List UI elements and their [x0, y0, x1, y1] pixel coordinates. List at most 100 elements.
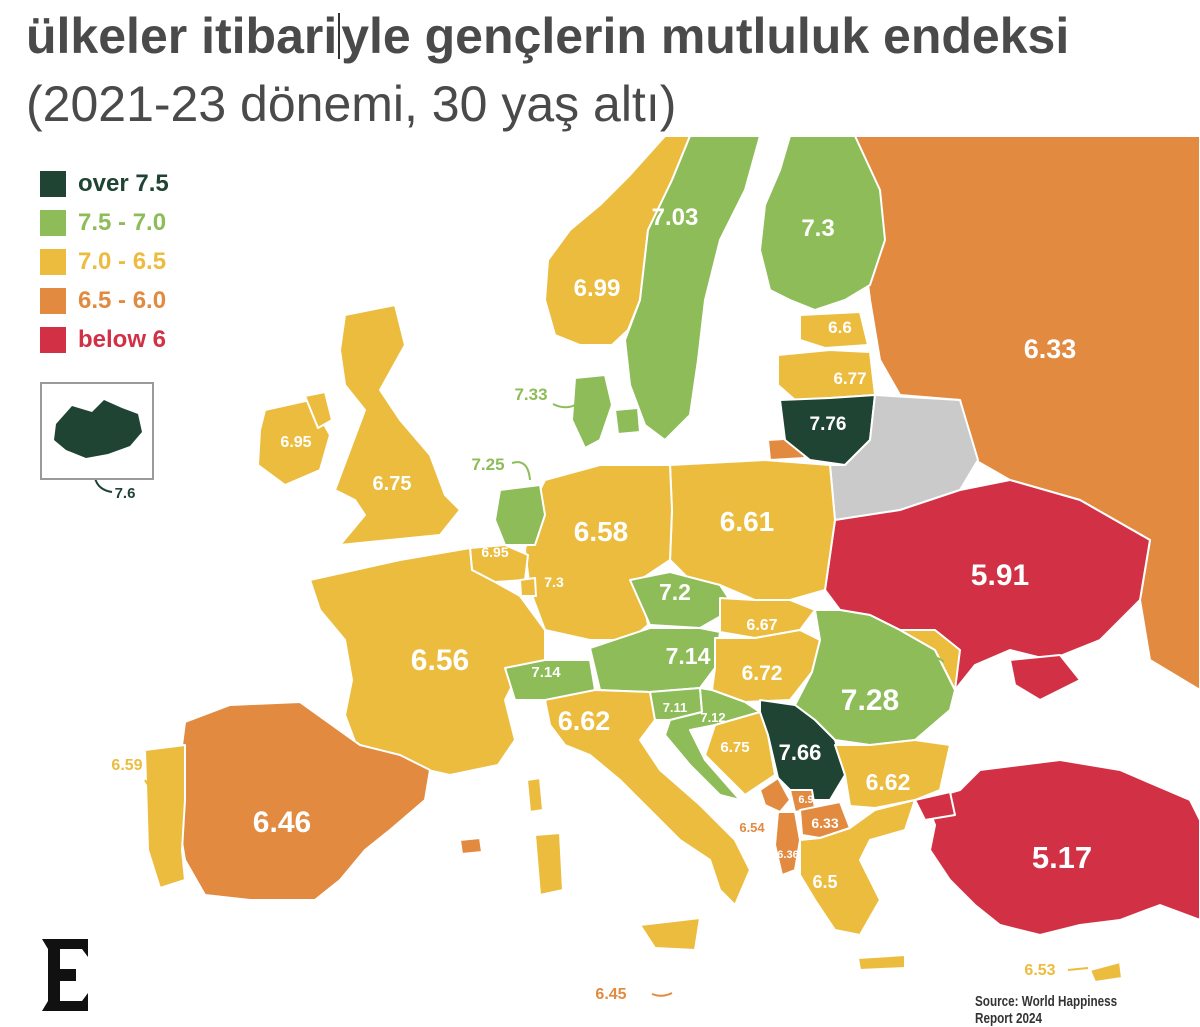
netherlands-callout-line — [511, 461, 531, 481]
value-label-slovakia: 6.67 — [746, 617, 777, 634]
sardinia-region — [534, 832, 564, 896]
sicily-region — [639, 917, 701, 951]
value-label-kosovo: 6.9 — [798, 794, 813, 806]
value-label-greece: 6.5 — [812, 872, 837, 892]
value-label-ukraine: 5.91 — [971, 559, 1029, 592]
denmark-region — [571, 374, 613, 449]
turkey-region — [924, 759, 1200, 936]
value-label-hungary: 6.72 — [742, 662, 783, 685]
text-cursor — [338, 13, 341, 59]
map-legend: over 7.5 7.5 - 7.0 7.0 - 6.5 6.5 - 6.0 b… — [40, 164, 169, 359]
montenegro-region — [759, 777, 791, 813]
value-label-finland: 7.3 — [801, 215, 834, 242]
value-label-france: 6.56 — [411, 644, 469, 677]
value-label-austria: 7.14 — [666, 643, 711, 669]
legend-swatch — [40, 287, 66, 314]
value-label-croatia: 7.12 — [700, 710, 725, 725]
value-label-slovenia: 7.11 — [663, 700, 688, 715]
iceland-shape — [54, 400, 142, 458]
legend-label: 7.5 - 7.0 — [78, 208, 167, 236]
moldova-region — [899, 629, 961, 691]
luxembourg-region — [519, 577, 537, 597]
denmark-callout-line — [552, 403, 576, 409]
value-label-albania: 6.36 — [777, 849, 798, 861]
europe-map: .y { fill:#ecbc3f; } .g { fill:#8dbc58; … — [94, 136, 1200, 1003]
spain-region — [174, 701, 431, 901]
balearic-region — [459, 837, 483, 855]
value-label-spain: 6.46 — [253, 806, 311, 839]
slovakia-region — [719, 597, 816, 639]
value-label-uk: 6.75 — [373, 473, 412, 495]
publisher-logo: E — [38, 935, 92, 1015]
value-label-lithuania: 7.76 — [810, 414, 847, 435]
albania-region — [774, 811, 801, 876]
portugal-region — [144, 744, 186, 889]
value-label-sweden: 7.03 — [652, 204, 699, 231]
value-label-serbia: 7.66 — [779, 740, 822, 765]
value-label-netherlands: 7.25 — [471, 455, 504, 474]
value-label-cyprus: 6.53 — [1024, 962, 1055, 979]
netherlands-region — [494, 484, 546, 546]
legend-label: over 7.5 — [78, 169, 169, 197]
value-label-estonia: 6.6 — [828, 318, 852, 337]
value-label-malta: 6.45 — [595, 986, 626, 1003]
value-label-luxembourg: 7.3 — [544, 574, 564, 590]
sweden-region — [624, 136, 761, 441]
value-label-iceland: 7.6 — [115, 485, 136, 502]
cyprus-callout-line — [1067, 967, 1089, 971]
hungary-region — [711, 629, 821, 703]
value-label-north-macedonia: 6.33 — [811, 815, 838, 831]
value-label-russia: 6.33 — [1024, 334, 1077, 364]
value-label-bosnia: 6.75 — [720, 739, 749, 756]
value-label-romania: 7.28 — [841, 684, 899, 717]
malta-callout-line — [651, 992, 673, 997]
value-label-italy: 6.62 — [558, 706, 611, 736]
value-label-portugal: 6.59 — [111, 757, 142, 774]
legend-swatch — [40, 326, 66, 353]
corsica-region — [526, 777, 544, 813]
serbia-region — [759, 699, 846, 801]
value-label-czechia: 7.2 — [659, 579, 691, 605]
moldova-callout-line — [917, 655, 945, 663]
legend-item: below 6 — [40, 320, 169, 359]
title-part2: yle gençlerin mutluluk endeksi — [341, 8, 1070, 64]
greece-region — [799, 799, 916, 936]
crimea-region — [1009, 654, 1081, 701]
value-label-montenegro: 6.54 — [739, 820, 765, 835]
value-label-latvia: 6.77 — [833, 369, 866, 388]
legend-label: 6.5 - 6.0 — [78, 286, 167, 314]
france-region — [309, 547, 546, 776]
legend-label: 7.0 - 6.5 — [78, 247, 167, 275]
value-label-turkey: 5.17 — [1032, 840, 1092, 875]
bulgaria-region — [834, 739, 951, 809]
legend-item: over 7.5 — [40, 164, 169, 203]
value-label-ireland: 6.95 — [280, 434, 311, 451]
source-note: Source: World Happiness Report 2024 — [975, 993, 1118, 1027]
legend-swatch — [40, 170, 66, 197]
map-title: ülkeler itibariyle gençlerin mutluluk en… — [26, 2, 1186, 138]
value-label-germany: 6.58 — [574, 516, 629, 547]
croatia-region — [664, 687, 761, 801]
value-label-denmark: 7.33 — [514, 385, 547, 404]
legend-swatch — [40, 248, 66, 275]
value-label-switzerland: 7.14 — [531, 664, 561, 681]
value-label-bulgaria: 6.62 — [866, 769, 911, 795]
estonia-region — [799, 311, 869, 349]
zealand-region — [614, 407, 641, 435]
title-part1: ülkeler itibari — [26, 8, 338, 64]
portugal-callout-line — [144, 779, 166, 796]
value-label-belgium: 6.95 — [481, 544, 508, 560]
thrace-region — [914, 791, 956, 821]
value-label-moldova: 6.79 — [885, 652, 910, 667]
legend-item: 7.5 - 7.0 — [40, 203, 169, 242]
legend-item: 7.0 - 6.5 — [40, 242, 169, 281]
legend-swatch — [40, 209, 66, 236]
finland-region — [759, 136, 886, 311]
title-part3: (2021-23 dönemi, 30 yaş altı) — [26, 76, 677, 132]
cyprus-region — [1089, 961, 1123, 983]
northern-ireland-region — [304, 391, 333, 429]
great-britain-region — [334, 304, 461, 546]
iceland-inset — [40, 382, 154, 480]
crete-region — [857, 954, 906, 971]
value-label-poland: 6.61 — [720, 506, 775, 537]
